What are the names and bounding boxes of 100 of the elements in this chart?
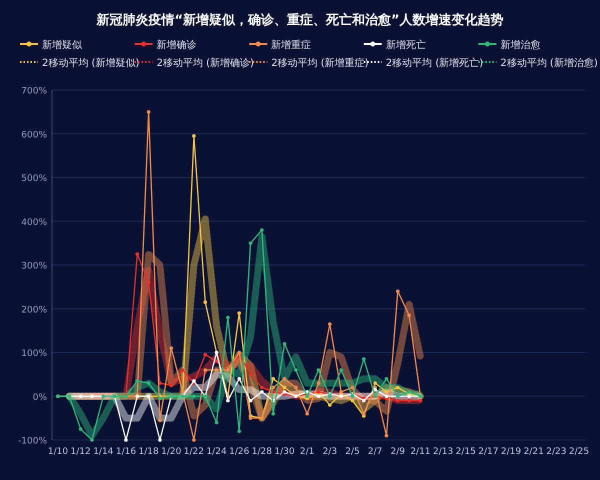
x-tick-label: 1/10: [48, 447, 68, 457]
x-tick-label: 2/11: [410, 447, 431, 457]
point: [237, 429, 242, 434]
point: [294, 368, 298, 372]
point: [384, 376, 388, 381]
x-tick-label: 2/13: [432, 447, 454, 457]
point: [396, 398, 400, 402]
legend-label: 新增疑似: [42, 39, 82, 51]
y-tick-label: 600%: [21, 130, 48, 140]
point: [305, 412, 309, 416]
y-tick-label: 400%: [21, 218, 48, 228]
point: [78, 394, 82, 398]
point: [407, 398, 411, 402]
point: [350, 386, 354, 390]
point: [305, 394, 309, 398]
legend-label: 2移动平均 (新增治愈): [500, 57, 598, 69]
point: [158, 438, 162, 442]
point: [328, 403, 332, 407]
x-tick-label: 2/9: [390, 447, 406, 457]
x-tick-label: 2/17: [478, 447, 498, 457]
y-tick-label: -100%: [18, 436, 48, 446]
x-tick-label: 1/24: [206, 447, 227, 457]
x-tick-label: 2/25: [568, 447, 590, 457]
x-tick-label: 1/20: [161, 447, 182, 457]
point: [135, 252, 140, 256]
point: [339, 368, 343, 372]
point: [135, 379, 140, 383]
point: [350, 398, 354, 402]
point: [203, 300, 208, 304]
x-tick-label: 2/15: [456, 447, 476, 457]
point: [396, 386, 400, 390]
point: [271, 412, 275, 416]
point: [362, 357, 366, 361]
point: [316, 394, 320, 398]
x-tick-label: 2/19: [500, 447, 522, 457]
point: [203, 352, 208, 356]
point: [180, 390, 184, 394]
x-tick-label: 1/18: [138, 447, 159, 457]
point: [158, 418, 162, 422]
legend-label: 2移动平均 (新增死亡): [386, 57, 484, 69]
legend-label: 新增死亡: [386, 39, 426, 51]
point: [90, 438, 94, 442]
point: [282, 386, 286, 390]
x-tick-label: 1/22: [184, 447, 204, 457]
point: [260, 390, 264, 394]
point: [396, 289, 400, 294]
point: [248, 398, 252, 402]
point: [328, 322, 332, 326]
y-tick-label: 300%: [21, 262, 48, 272]
point: [316, 381, 320, 385]
point: [384, 390, 388, 394]
point: [350, 394, 354, 398]
x-tick-label: 2/23: [546, 447, 566, 457]
point: [169, 384, 174, 388]
point: [78, 427, 82, 431]
point: [146, 110, 150, 114]
point: [226, 316, 230, 320]
point: [124, 438, 128, 442]
x-tick-label: 2/21: [524, 447, 544, 457]
point: [407, 394, 411, 398]
chart-title: 新冠肺炎疫情“新增疑似，确诊、重症、死亡和治愈”人数增速变化趋势: [95, 12, 504, 28]
legend-label: 新增重症: [271, 39, 312, 51]
x-tick-label: 1/12: [70, 447, 91, 457]
point: [237, 376, 242, 381]
point: [316, 368, 320, 372]
point: [146, 280, 150, 284]
point: [282, 342, 286, 346]
x-tick-label: 2/1: [300, 447, 314, 457]
x-tick-label: 2/7: [368, 447, 382, 457]
legend-label: 2移动平均 (新增重症): [271, 57, 369, 69]
y-tick-label: 200%: [21, 305, 48, 316]
y-tick-label: 0%: [32, 392, 48, 403]
point: [271, 376, 275, 381]
point: [384, 394, 388, 398]
point: [294, 386, 298, 390]
point: [282, 376, 286, 381]
x-tick-label: 2/3: [322, 447, 338, 457]
point: [192, 394, 196, 398]
point: [237, 311, 242, 315]
legend-label: 2移动平均 (新增确诊): [156, 57, 254, 69]
point: [418, 398, 422, 402]
point: [384, 434, 388, 438]
y-tick-label: 100%: [21, 349, 48, 359]
point: [328, 394, 332, 398]
point: [260, 228, 264, 232]
point: [169, 346, 174, 350]
x-tick-label: 1/16: [116, 447, 136, 457]
legend-label: 新增确诊: [156, 39, 197, 51]
point: [203, 368, 208, 372]
x-tick-label: 1/26: [229, 447, 250, 457]
point: [248, 372, 252, 376]
x-tick-label: 1/14: [93, 447, 114, 457]
x-tick-label: 1/28: [252, 447, 272, 457]
legend-label: 新增治愈: [500, 39, 540, 51]
x-tick-label: 2/5: [345, 447, 360, 457]
point: [146, 381, 150, 385]
point: [373, 381, 377, 385]
point: [214, 368, 218, 372]
y-tick-label: 700%: [21, 86, 48, 96]
point: [214, 420, 218, 424]
